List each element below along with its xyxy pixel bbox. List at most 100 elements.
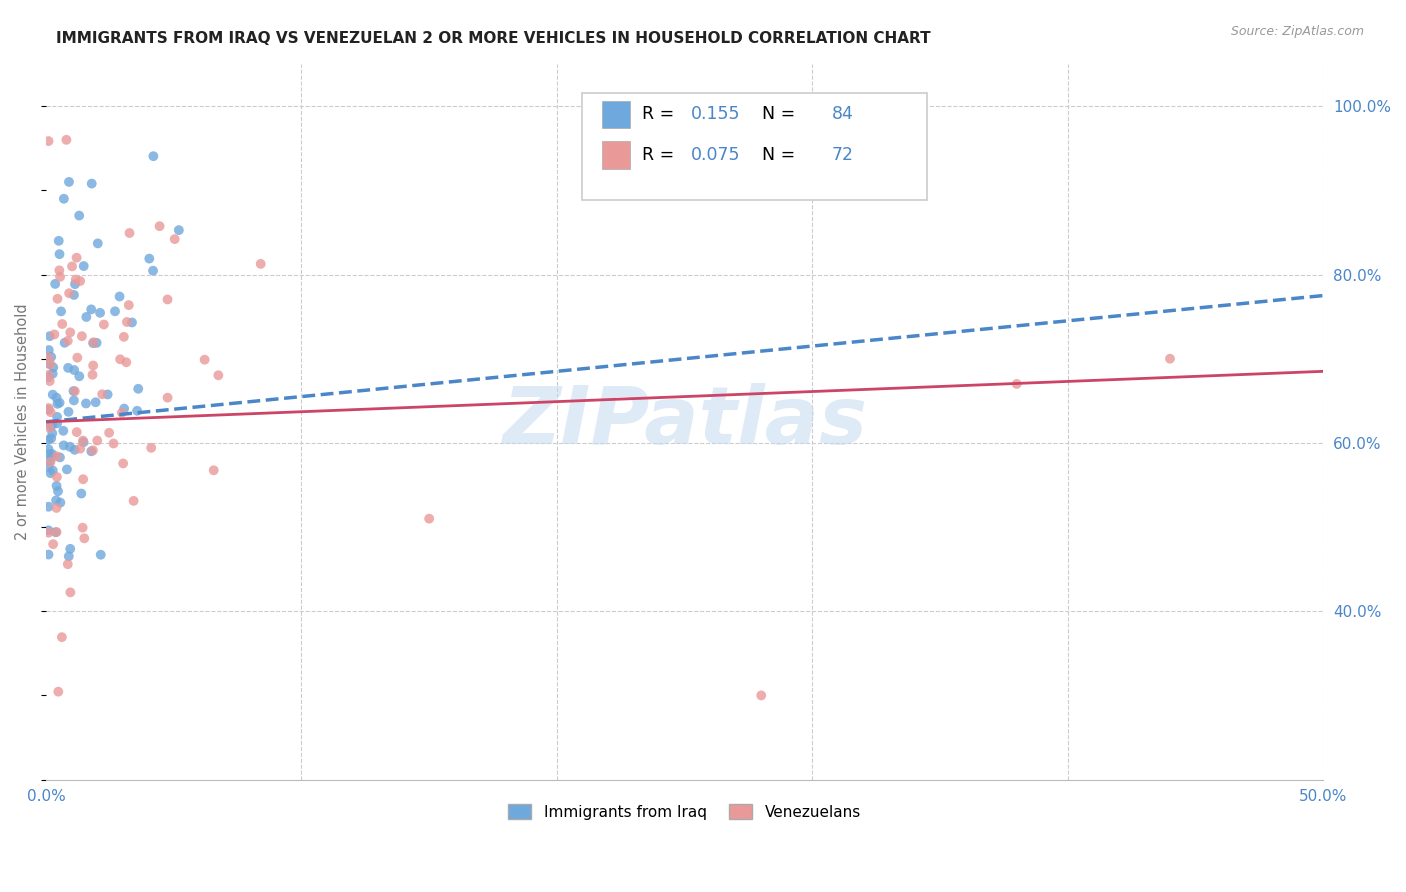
Point [108,352,131,367]
Point [38,134,60,148]
Point [82,443,104,458]
Point [59,585,82,599]
Text: Source: ZipAtlas.com: Source: ZipAtlas.com [1230,25,1364,38]
Point [115,355,138,369]
Point [127,404,149,418]
Point [121,316,143,330]
Point [38,401,60,415]
Text: 0.075: 0.075 [690,146,741,164]
Point [122,494,145,508]
Point [138,252,160,266]
Point [67,209,90,223]
Point [156,293,179,307]
Point [66,251,89,265]
Point [59,440,82,454]
Point [38,500,60,514]
Point [41,426,63,441]
Point [53,335,76,350]
Point [80,444,103,458]
Text: N =: N = [751,146,801,164]
Point [39,455,62,469]
Text: 72: 72 [831,146,853,164]
Point [58,286,80,301]
Point [58,405,80,419]
Point [38,343,60,357]
Text: R =: R = [643,146,681,164]
Point [41,367,63,381]
Point [75,310,97,324]
Point [56,462,79,476]
Point [83,335,105,350]
Point [46,397,69,411]
Point [87,236,110,251]
Point [59,541,82,556]
Point [38,421,60,435]
Point [45,450,67,464]
Point [73,531,96,545]
Point [49,269,72,284]
Point [45,479,67,493]
Point [45,524,67,539]
Point [86,335,108,350]
Point [63,277,86,292]
FancyBboxPatch shape [602,101,630,128]
Point [38,402,60,417]
Point [46,684,69,698]
Point [48,395,70,409]
Point [44,327,66,342]
Point [112,401,135,416]
Point [108,289,131,303]
Point [249,257,271,271]
Point [90,548,112,562]
Point [70,329,93,343]
Text: R =: R = [643,105,681,123]
Point [45,525,67,540]
Point [49,304,72,318]
Point [207,368,229,383]
Point [46,484,69,499]
Point [82,336,104,351]
Point [60,260,83,274]
Point [72,435,94,450]
Point [118,226,141,240]
Point [70,486,93,500]
Point [48,234,70,248]
Point [52,424,75,438]
Point [39,419,62,434]
Point [45,500,67,515]
Point [142,149,165,163]
Point [418,511,440,525]
Point [39,358,62,372]
Point [45,470,67,484]
Point [72,434,94,448]
Point [66,425,89,439]
Point [38,524,60,538]
FancyBboxPatch shape [602,141,630,169]
Point [80,302,103,317]
Point [51,630,73,644]
Point [89,306,111,320]
Point [38,433,60,447]
Point [44,277,66,291]
Y-axis label: 2 or more Vehicles in Household: 2 or more Vehicles in Household [15,303,30,541]
Point [63,288,86,302]
Point [38,357,60,371]
Point [52,438,75,452]
Point [56,334,79,348]
Point [69,274,91,288]
Point [51,317,73,331]
Point [62,384,84,398]
Point [163,232,186,246]
Point [63,442,86,457]
Point [63,363,86,377]
Point [38,368,60,382]
Point [80,177,103,191]
Point [86,434,108,448]
Point [58,175,80,189]
Point [41,417,63,432]
Point [104,304,127,318]
Point [49,495,72,509]
Point [48,263,70,277]
Point [141,441,163,455]
Point [167,223,190,237]
